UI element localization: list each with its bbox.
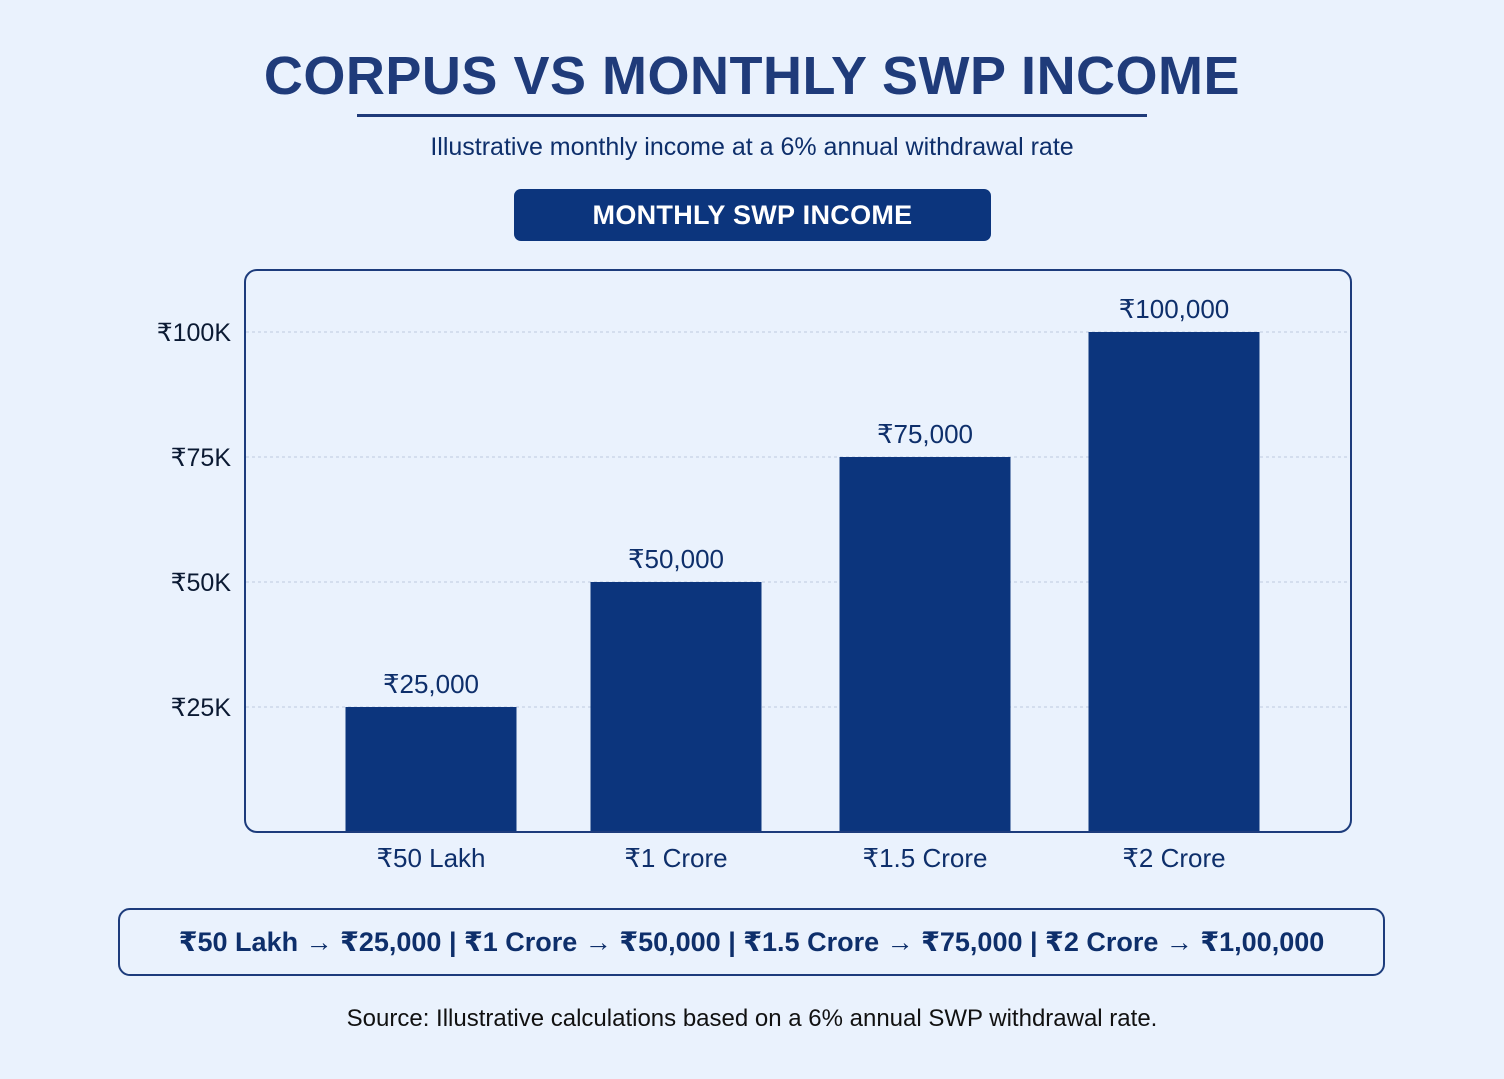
bar — [345, 707, 517, 832]
bar-value-label: ₹50,000 — [628, 544, 724, 574]
plot-frame — [244, 269, 1352, 833]
summary-box: ₹50 Lakh → ₹25,000 | ₹1 Crore → ₹50,000 … — [118, 908, 1385, 976]
title-underline — [357, 114, 1147, 117]
y-tick-label: ₹75K — [171, 444, 232, 472]
x-tick-label: ₹1 Crore — [624, 843, 727, 873]
bar — [590, 582, 762, 832]
bars — [345, 332, 1260, 832]
chart-title: CORPUS VS MONTHLY SWP INCOME — [263, 46, 1241, 106]
source-note: Source: Illustrative calculations based … — [346, 1005, 1158, 1032]
bar — [1088, 332, 1260, 832]
x-tick-label: ₹2 Crore — [1122, 843, 1225, 873]
chart-subtitle: Illustrative monthly income at a 6% annu… — [430, 133, 1074, 161]
x-tick-label: ₹50 Lakh — [376, 843, 485, 873]
labels: ₹25K ₹50K ₹75K ₹100K ₹25,000 ₹50 Lakh ₹50,000 ₹… — [157, 294, 1230, 873]
y-tick-label: ₹25K — [171, 694, 232, 722]
y-tick-label: ₹50K — [171, 569, 232, 597]
bar-value-label: ₹75,000 — [877, 419, 973, 449]
series-badge: MONTHLY SWP INCOME — [514, 189, 991, 241]
y-tick-label: ₹100K — [157, 319, 232, 347]
bar — [839, 457, 1011, 832]
x-tick-label: ₹1.5 Crore — [863, 843, 988, 873]
bar-value-label: ₹100,000 — [1119, 294, 1230, 324]
bar-value-label: ₹25,000 — [383, 669, 479, 699]
